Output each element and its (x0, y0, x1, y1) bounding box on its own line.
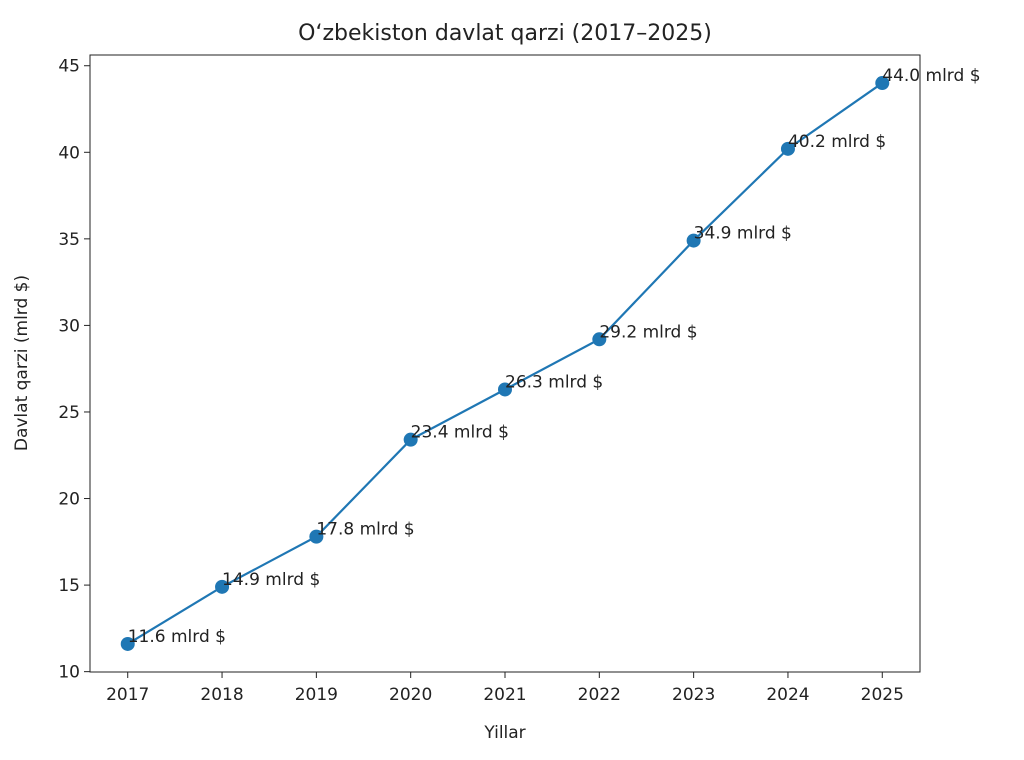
y-tick-label: 20 (58, 490, 80, 510)
data-label: 29.2 mlrd $ (599, 322, 697, 342)
x-tick-label: 2017 (106, 685, 149, 705)
data-label: 44.0 mlrd $ (882, 66, 980, 86)
x-tick-label: 2019 (295, 685, 338, 705)
marker (215, 579, 230, 594)
data-label: 14.9 mlrd $ (222, 570, 320, 590)
marker (120, 636, 135, 651)
x-tick-label: 2021 (483, 685, 526, 705)
marker (875, 76, 890, 91)
y-tick-label: 10 (58, 663, 80, 683)
data-label: 17.8 mlrd $ (316, 520, 414, 540)
y-tick-label: 15 (58, 576, 80, 596)
x-axis-label: Yillar (483, 723, 525, 743)
data-label: 11.6 mlrd $ (128, 627, 226, 647)
marker (498, 382, 512, 397)
x-tick-label: 2023 (672, 685, 715, 705)
data-label: 23.4 mlrd $ (411, 423, 509, 443)
data-label: 34.9 mlrd $ (694, 224, 792, 244)
y-axis-label: Davlat qarzi (mlrd $) (12, 275, 32, 451)
plot-frame (89, 54, 921, 673)
y-tick-label: 35 (58, 230, 80, 250)
marker (686, 233, 701, 248)
chart-title: O‘zbekiston davlat qarzi (2017–2025) (298, 21, 712, 46)
y-tick-label: 45 (58, 57, 80, 77)
y-tick-label: 40 (58, 143, 80, 163)
x-tick-label: 2024 (766, 685, 809, 705)
data-label: 26.3 mlrd $ (505, 372, 603, 392)
x-tick-label: 2018 (200, 685, 243, 705)
x-tick-label: 2025 (861, 685, 904, 705)
x-tick-label: 2022 (578, 685, 621, 705)
data-label: 40.2 mlrd $ (788, 132, 886, 152)
marker (780, 141, 795, 156)
marker (403, 432, 418, 447)
y-tick-label: 25 (58, 403, 80, 423)
x-tick-label: 2020 (389, 685, 432, 705)
y-tick-label: 30 (58, 316, 80, 336)
marker (592, 332, 607, 347)
marker (309, 529, 324, 544)
